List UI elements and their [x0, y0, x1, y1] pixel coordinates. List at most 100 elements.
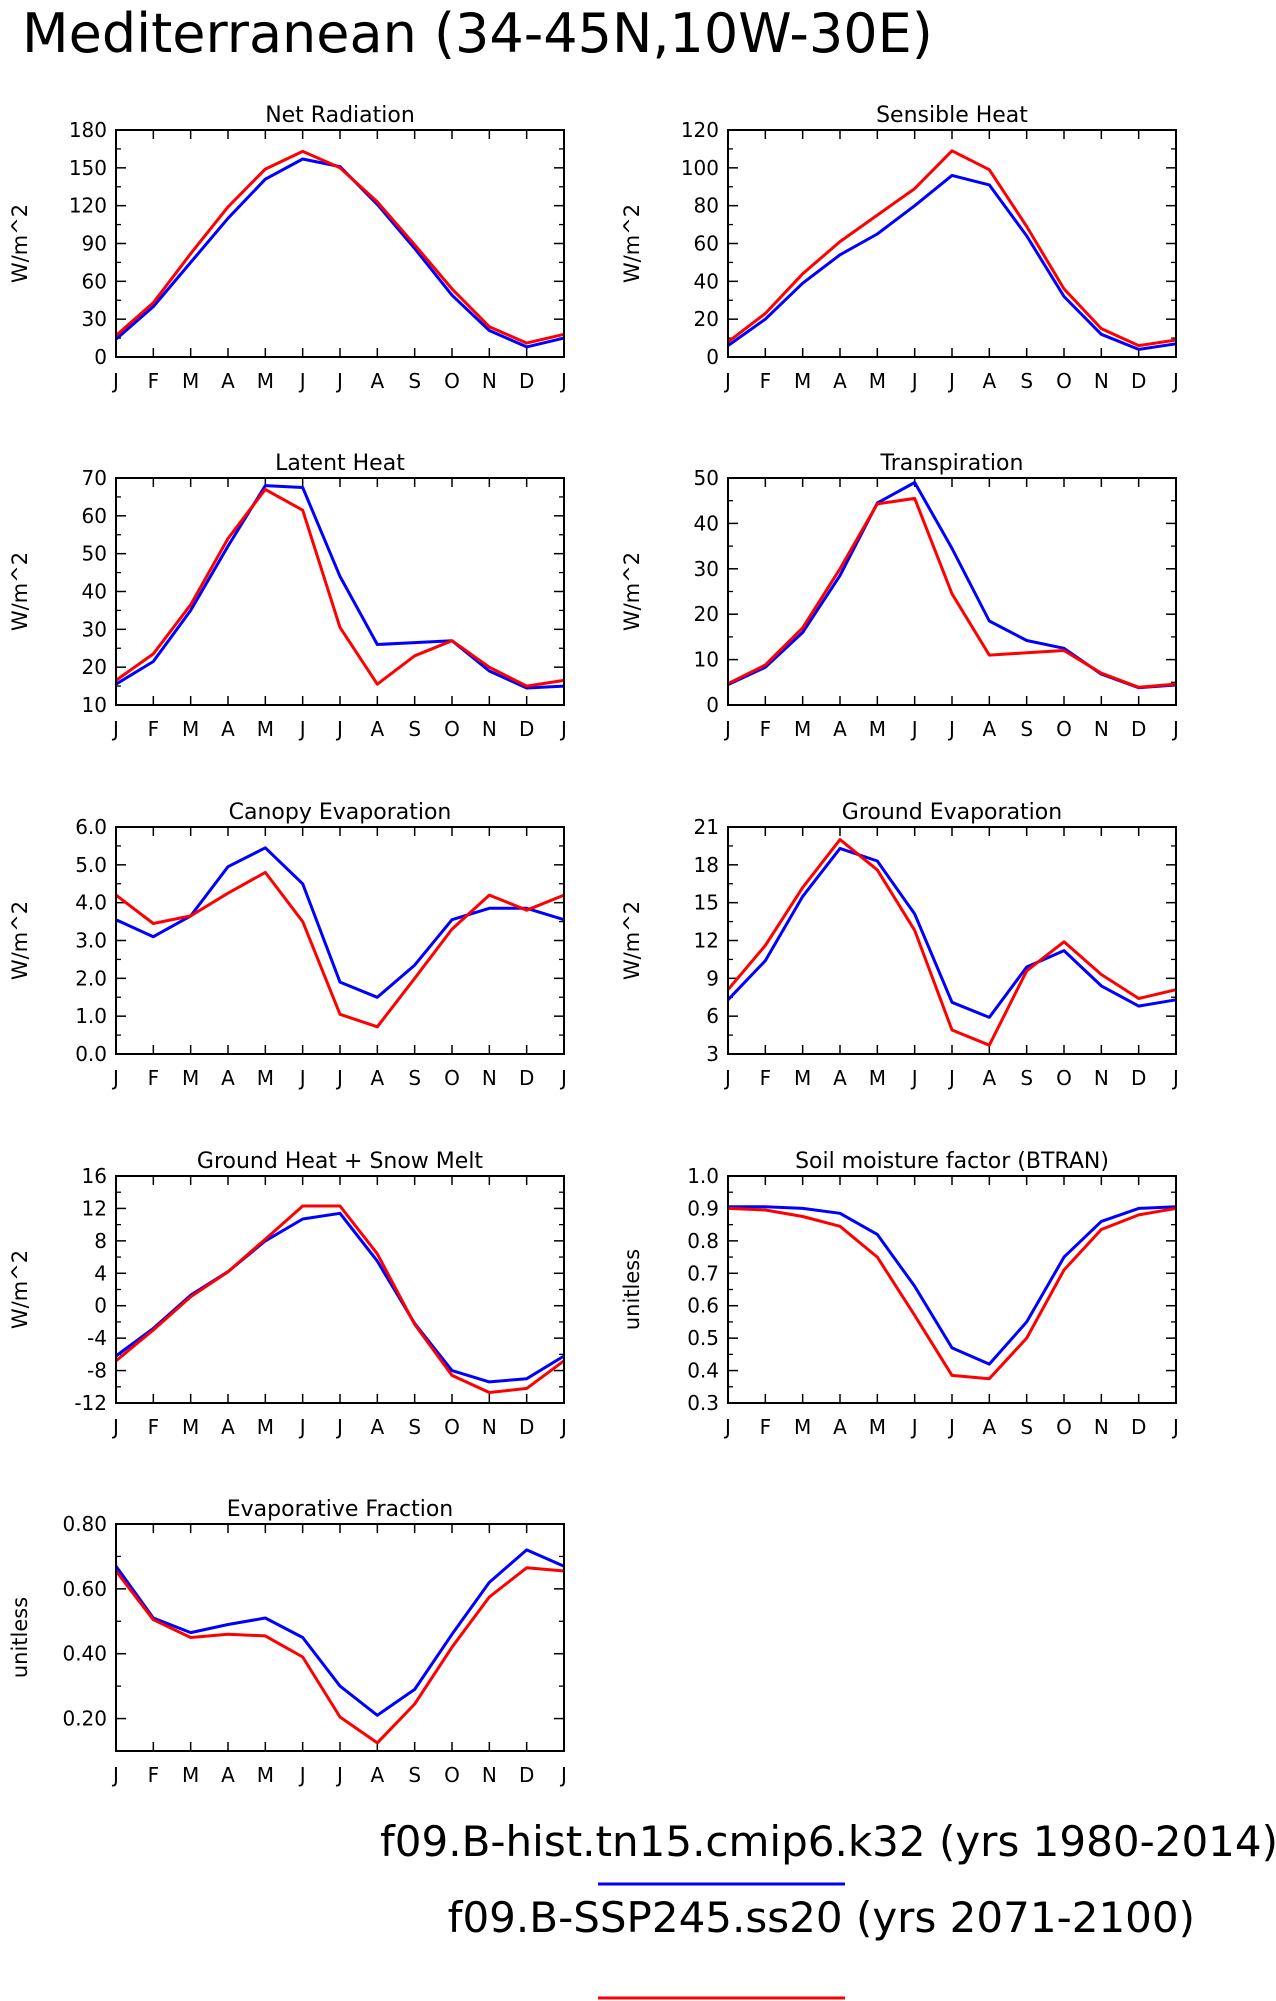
x-tick-label: J — [559, 1066, 567, 1090]
x-tick-label: J — [1171, 369, 1179, 393]
x-tick-label: A — [370, 369, 384, 393]
x-tick-label: D — [519, 1763, 534, 1787]
plot-frame — [727, 477, 1177, 706]
x-tick-label: M — [182, 1763, 199, 1787]
x-tick-label: O — [444, 717, 460, 741]
x-tick-label: J — [335, 1763, 343, 1787]
panel-title: Transpiration — [880, 451, 1024, 476]
series-line-hist — [114, 1548, 565, 1717]
plot-frame — [115, 129, 565, 358]
y-tick-label: 30 — [82, 617, 107, 641]
x-tick-label: F — [148, 1763, 160, 1787]
x-tick-label: S — [1020, 1066, 1033, 1090]
x-tick-label: F — [760, 369, 772, 393]
x-tick-label: J — [111, 717, 119, 741]
y-tick-label: 0.60 — [62, 1577, 107, 1601]
y-tick-label: 1.0 — [75, 1004, 107, 1028]
x-tick-label: A — [370, 1763, 384, 1787]
y-tick-label: 20 — [694, 602, 719, 626]
x-tick-label: O — [1056, 717, 1072, 741]
legend: f09.B-hist.tn15.cmip6.k32 (yrs 1980-2014… — [380, 1817, 1276, 2000]
x-tick-label: N — [1094, 1066, 1109, 1090]
y-tick-label: 180 — [69, 118, 107, 142]
y-tick-label: 0.9 — [687, 1196, 719, 1220]
x-tick-label: D — [1131, 717, 1146, 741]
y-tick-label: 0.40 — [62, 1642, 107, 1666]
x-tick-label: M — [869, 1066, 886, 1090]
y-tick-label: 60 — [82, 269, 107, 293]
x-tick-label: S — [1020, 717, 1033, 741]
y-tick-label: 20 — [82, 655, 107, 679]
y-tick-label: 20 — [694, 307, 719, 331]
y-tick-label: 6.0 — [75, 815, 107, 839]
x-tick-label: M — [182, 717, 199, 741]
x-tick-label: D — [519, 717, 534, 741]
x-tick-label: N — [482, 717, 497, 741]
y-tick-label: -8 — [87, 1359, 107, 1383]
x-tick-label: J — [111, 369, 119, 393]
x-tick-label: M — [794, 369, 811, 393]
x-tick-label: A — [221, 1066, 235, 1090]
x-tick-label: D — [519, 369, 534, 393]
x-tick-label: J — [910, 1066, 918, 1090]
panel-title: Latent Heat — [275, 451, 405, 476]
x-tick-label: J — [947, 1066, 955, 1090]
series-line-ssp — [115, 1204, 565, 1394]
x-tick-label: F — [760, 1415, 772, 1439]
y-axis-label: W/m^2 — [8, 901, 32, 980]
panel-title: Sensible Heat — [876, 103, 1028, 128]
x-tick-label: J — [335, 369, 343, 393]
y-tick-label: 70 — [82, 466, 107, 490]
x-tick-label: A — [982, 717, 996, 741]
plot-frame — [115, 1175, 565, 1404]
x-tick-label: J — [1171, 1415, 1179, 1439]
y-tick-label: 0.7 — [687, 1261, 719, 1285]
x-tick-label: J — [1171, 717, 1179, 741]
x-tick-label: J — [335, 1066, 343, 1090]
x-tick-label: A — [221, 717, 235, 741]
panel-title: Ground Heat + Snow Melt — [197, 1149, 484, 1174]
y-axis-label: W/m^2 — [8, 552, 32, 631]
y-tick-label: 120 — [681, 118, 719, 142]
y-tick-label: 40 — [694, 269, 719, 293]
x-tick-label: M — [869, 1415, 886, 1439]
legend-label-hist: f09.B-hist.tn15.cmip6.k32 (yrs 1980-2014… — [380, 1817, 1276, 1866]
x-tick-label: J — [723, 1066, 731, 1090]
x-tick-label: A — [833, 1415, 847, 1439]
y-tick-label: 40 — [82, 580, 107, 604]
y-axis-label: W/m^2 — [8, 1250, 32, 1329]
plot-frame — [115, 477, 565, 706]
y-tick-label: 6 — [706, 1004, 719, 1028]
series-line-ssp — [727, 149, 1177, 348]
x-tick-label: J — [335, 717, 343, 741]
series-line-hist — [115, 484, 565, 690]
panel-title: Canopy Evaporation — [229, 800, 452, 825]
x-tick-label: S — [408, 1415, 421, 1439]
x-tick-label: S — [408, 1066, 421, 1090]
y-tick-label: 15 — [694, 891, 719, 915]
y-tick-label: 50 — [82, 542, 107, 566]
x-tick-label: S — [1020, 1415, 1033, 1439]
y-axis-label: unitless — [620, 1249, 644, 1330]
x-tick-label: J — [298, 369, 306, 393]
y-tick-label: 30 — [694, 557, 719, 581]
x-tick-label: M — [257, 1763, 274, 1787]
y-tick-label: 60 — [694, 232, 719, 256]
y-tick-label: 30 — [82, 307, 107, 331]
series-line-hist — [726, 846, 1177, 1019]
plot-frame — [115, 1523, 565, 1752]
y-tick-label: 100 — [681, 156, 719, 180]
series-line-ssp — [114, 1566, 565, 1745]
plot-frame — [727, 129, 1177, 358]
x-tick-label: J — [910, 1415, 918, 1439]
x-tick-label: J — [111, 1066, 119, 1090]
x-tick-label: N — [482, 1415, 497, 1439]
x-tick-label: D — [519, 1415, 534, 1439]
x-tick-label: M — [794, 1415, 811, 1439]
x-tick-label: S — [1020, 369, 1033, 393]
x-tick-label: S — [408, 369, 421, 393]
